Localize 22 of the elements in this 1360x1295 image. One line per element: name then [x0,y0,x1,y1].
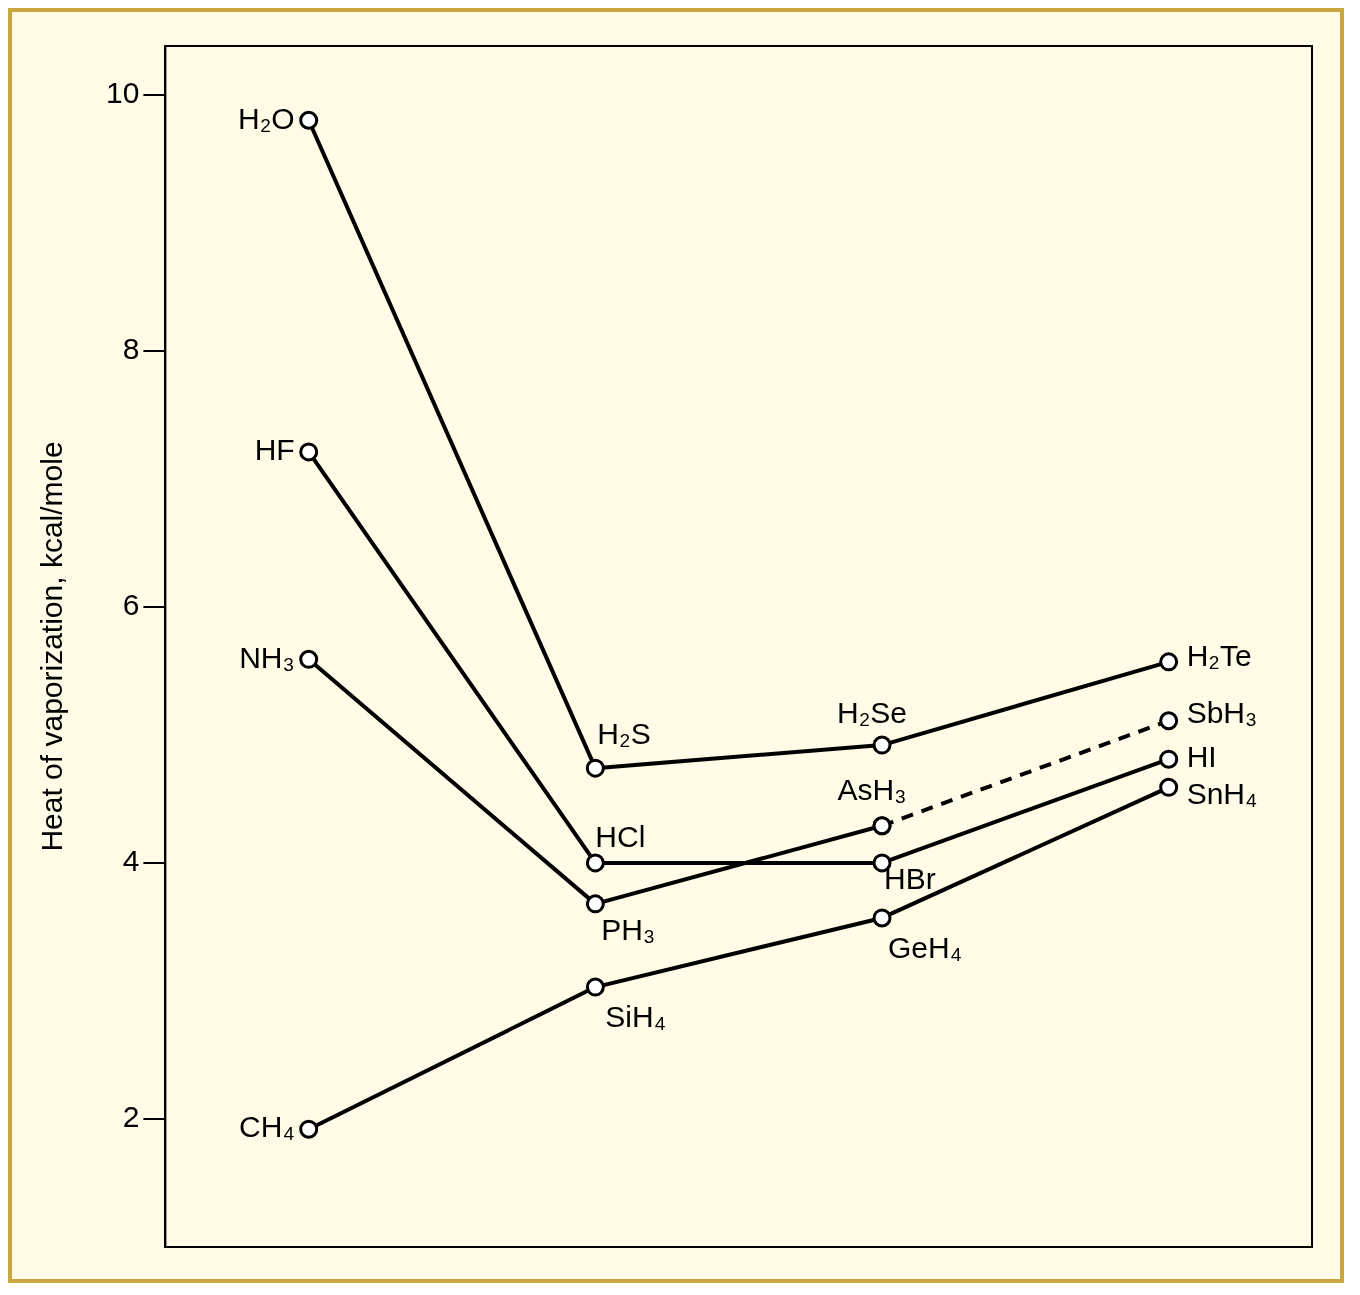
data-label: GeH₄ [888,931,962,965]
data-label: HI [1186,740,1217,774]
data-label: HBr [884,862,936,896]
data-label: H₂Se [837,696,908,730]
data-label: H₂Te [1186,639,1252,673]
data-label: HF [254,433,295,467]
data-label: AsH₃ [837,773,907,807]
data-label: NH₃ [239,640,295,674]
data-label: CH₄ [239,1110,295,1144]
y-tick-label: 2 [122,1100,140,1134]
data-label: SiH₄ [605,1000,666,1034]
y-tick-label: 6 [122,588,140,622]
data-label: SnH₄ [1186,776,1258,810]
data-label: HCl [595,820,646,854]
data-label: H₂S [597,717,651,751]
data-label: SbH₃ [1186,696,1258,730]
y-tick-label: 10 [105,75,140,109]
y-tick-label: 4 [122,844,140,878]
y-tick-label: 8 [122,332,140,365]
data-label: PH₃ [601,913,656,947]
y-axis-title: Heat of vaporization, kcal/mole [35,441,69,852]
data-label: H₂O [238,101,295,135]
